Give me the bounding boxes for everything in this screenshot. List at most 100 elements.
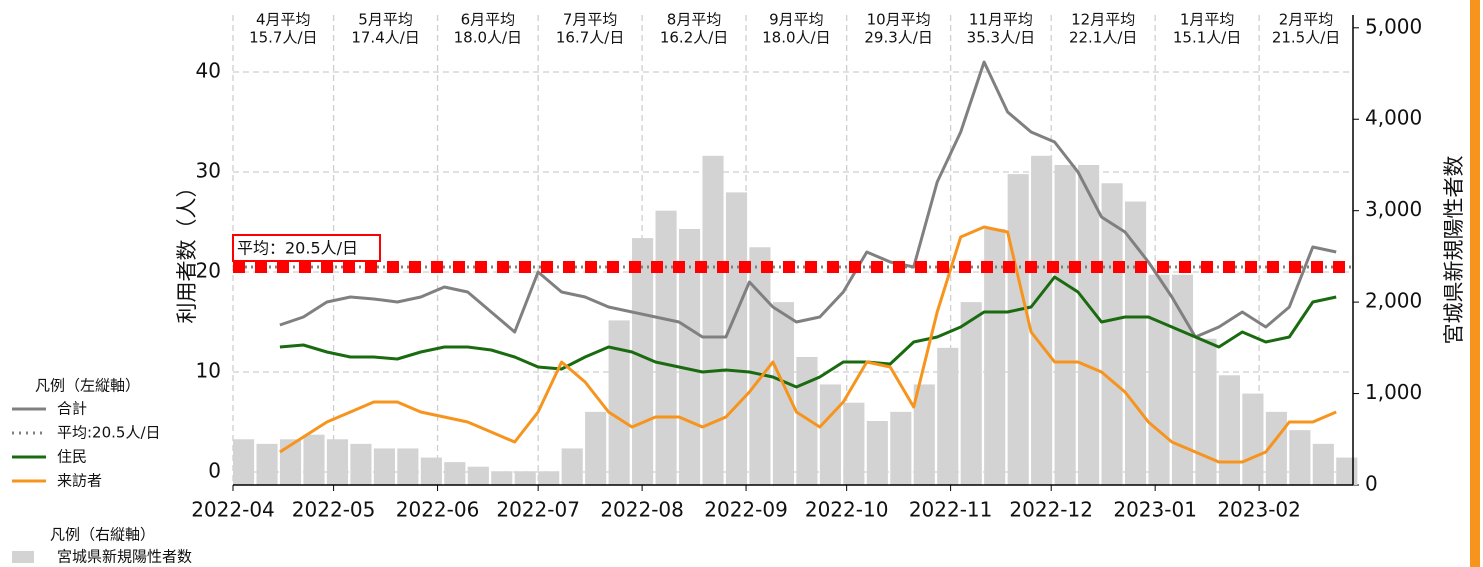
month-average-value: 15.7人/日 <box>249 29 317 47</box>
bar <box>608 320 630 485</box>
month-average-label: 6月平均 <box>461 11 516 29</box>
y2-tick-label: 5,000 <box>1365 14 1422 38</box>
legend-swatch <box>12 551 34 563</box>
legend-title: 凡例（右縦軸） <box>50 526 155 544</box>
x-tick-label: 2023-01 <box>1113 498 1197 522</box>
bar <box>632 238 654 485</box>
month-average-value: 18.0人/日 <box>762 29 830 47</box>
y-tick-label: 30 <box>196 159 221 183</box>
month-average-label: 4月平均 <box>256 11 311 29</box>
y2-tick-label: 0 <box>1365 472 1378 496</box>
bar <box>984 228 1006 485</box>
average-label-box <box>232 234 381 262</box>
legend-label: 来訪者 <box>57 472 102 490</box>
y-tick-label: 20 <box>196 259 221 283</box>
bar <box>843 402 865 485</box>
bar <box>256 443 278 485</box>
month-average-label: 9月平均 <box>769 11 824 29</box>
y2-axis-label: 宮城県新規陽性者数 <box>1442 156 1466 345</box>
month-average-label: 10月平均 <box>867 11 931 29</box>
bar <box>1101 183 1123 485</box>
bar <box>913 384 935 485</box>
month-average-label: 12月平均 <box>1071 11 1135 29</box>
y-axis-label: 利用者数（人） <box>175 177 199 324</box>
bar <box>678 228 701 485</box>
bar <box>561 448 583 485</box>
month-average-value: 17.4人/日 <box>351 29 419 47</box>
month-average-value: 35.3人/日 <box>967 29 1035 47</box>
side-accent <box>1470 0 1480 567</box>
bar <box>233 439 255 485</box>
line <box>279 60 1337 339</box>
month-average-label: 11月平均 <box>969 11 1033 29</box>
bar <box>303 434 325 485</box>
x-tick-label: 2022-08 <box>600 498 684 522</box>
bar <box>1218 375 1240 485</box>
legend-label: 合計 <box>57 400 87 418</box>
bar <box>491 471 513 485</box>
x-tick-label: 2022-12 <box>1009 498 1093 522</box>
x-tick-label: 2023-02 <box>1217 498 1301 522</box>
bar <box>890 411 912 485</box>
y-tick-label: 40 <box>196 59 221 83</box>
bar <box>1171 274 1194 485</box>
x-tick-label: 2022-04 <box>191 498 275 522</box>
bar <box>1289 430 1311 485</box>
month-average-value: 16.2人/日 <box>660 29 728 47</box>
bar <box>937 347 959 485</box>
bar <box>1007 174 1029 486</box>
x-tick-label: 2022-07 <box>496 498 580 522</box>
legend-title: 凡例（左縦軸） <box>35 377 140 395</box>
bar <box>819 384 841 485</box>
x-tick-label: 2022-09 <box>704 498 788 522</box>
bar <box>749 247 771 485</box>
month-average-label: 1月平均 <box>1180 11 1235 29</box>
bar <box>514 471 536 485</box>
y-tick-label: 10 <box>196 359 221 383</box>
bar <box>772 302 795 485</box>
bar <box>1031 155 1053 485</box>
month-average-label: 7月平均 <box>563 11 618 29</box>
bar <box>1148 274 1170 485</box>
y2-tick-label: 2,000 <box>1365 289 1422 313</box>
month-average-value: 22.1人/日 <box>1069 29 1137 47</box>
bar <box>444 462 466 485</box>
bar <box>467 466 489 485</box>
legend-label: 平均:20.5人/日 <box>57 424 161 442</box>
bar <box>585 411 607 485</box>
month-average-label: 2月平均 <box>1279 11 1334 29</box>
bar <box>1312 443 1334 485</box>
bar <box>350 443 372 485</box>
bar <box>725 192 748 485</box>
bar <box>1336 457 1358 485</box>
legend-label: 宮城県新規陽性者数 <box>57 548 192 566</box>
bar <box>538 471 560 485</box>
bar <box>326 439 349 485</box>
y2-tick-label: 4,000 <box>1365 106 1422 130</box>
bar <box>960 302 982 485</box>
y2-tick-label: 1,000 <box>1365 380 1422 404</box>
bar <box>1242 393 1264 485</box>
y-tick-label: 0 <box>208 459 221 483</box>
x-tick-label: 2022-06 <box>396 498 480 522</box>
bar <box>796 356 818 485</box>
month-average-value: 16.7人/日 <box>556 29 624 47</box>
bar <box>655 210 677 485</box>
bar <box>866 420 888 485</box>
bar <box>1195 338 1217 485</box>
line <box>279 275 1337 389</box>
month-average-value: 21.5人/日 <box>1272 29 1340 47</box>
bar <box>1078 164 1100 485</box>
y2-tick-label: 3,000 <box>1365 197 1422 221</box>
bar <box>420 457 442 485</box>
bar <box>397 448 419 485</box>
bar <box>1054 164 1076 485</box>
month-average-value: 18.0人/日 <box>454 29 522 47</box>
x-tick-label: 2022-11 <box>909 498 993 522</box>
average-label: 平均：20.5人/日 <box>237 239 358 258</box>
line <box>279 225 1337 464</box>
month-average-value: 15.1人/日 <box>1173 29 1241 47</box>
legend-label: 住民 <box>57 448 87 466</box>
bar <box>702 155 724 485</box>
